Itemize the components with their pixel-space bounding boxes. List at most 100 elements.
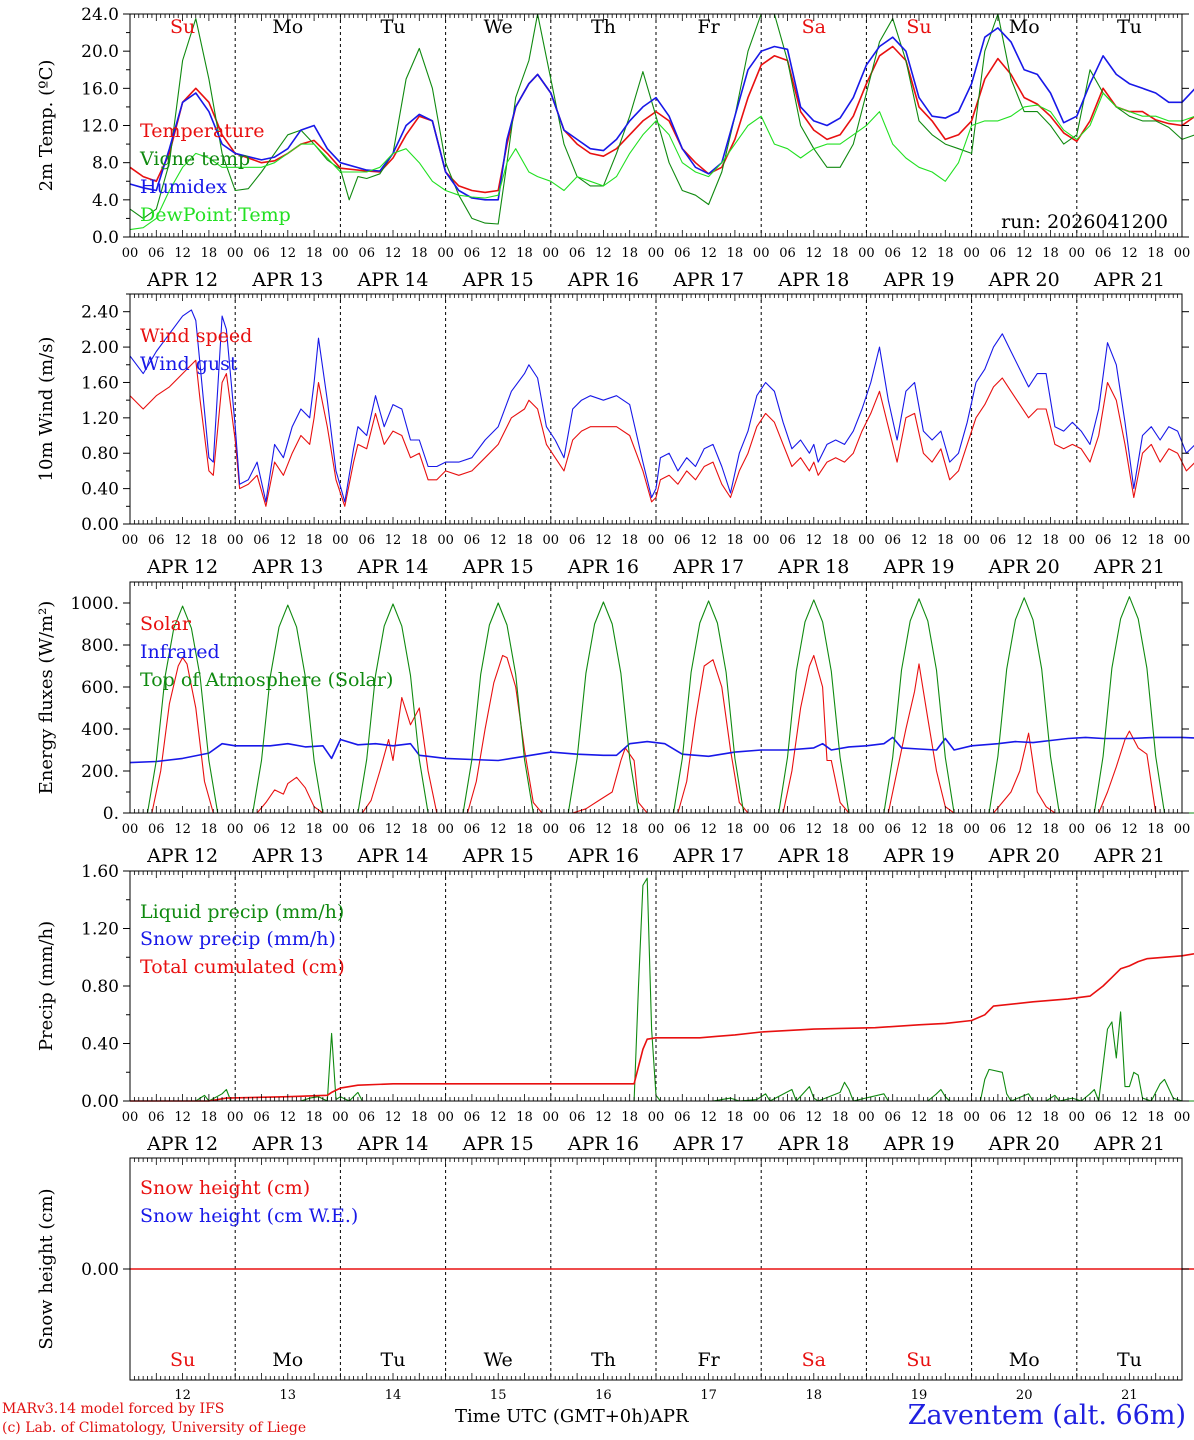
hour-label: 00 [753, 533, 770, 548]
date-label: APR 14 [356, 1133, 428, 1155]
hour-label: 06 [1095, 1110, 1112, 1125]
hour-label: 18 [411, 533, 428, 548]
hour-label: 06 [148, 1110, 165, 1125]
series-line-wind-speed [129, 359, 1194, 507]
hour-label: 06 [1095, 533, 1112, 548]
y-tick-label: 800. [81, 636, 119, 656]
hour-label: 12 [806, 822, 823, 837]
hour-label: 00 [332, 533, 349, 548]
y-tick-label: 2.00 [81, 338, 119, 358]
date-label: APR 18 [777, 845, 849, 867]
hour-label: 18 [306, 246, 323, 261]
y-axis-label: Energy fluxes (W/m²) [36, 601, 57, 795]
date-label: APR 17 [672, 1133, 744, 1155]
hour-label: 12 [490, 1110, 507, 1125]
legend-entry: Humidex [140, 176, 227, 198]
hour-label: 18 [306, 1110, 323, 1125]
hour-label: 06 [464, 1110, 481, 1125]
legend-entry: Top of Atmosphere (Solar) [140, 669, 393, 691]
hour-label: 00 [1174, 822, 1191, 837]
date-label: APR 19 [882, 845, 954, 867]
weekday-label-bottom: Su [170, 1349, 195, 1371]
date-label: APR 18 [777, 556, 849, 578]
hour-label: 18 [516, 533, 533, 548]
day-number-label: 18 [806, 1388, 823, 1403]
hour-label: 12 [1121, 822, 1138, 837]
date-label: APR 17 [672, 556, 744, 578]
series-line-temperature [129, 45, 1194, 194]
series-line-infrared [129, 736, 1194, 764]
hour-label: 12 [595, 822, 612, 837]
weekday-label-bottom: Tu [1117, 1349, 1142, 1371]
hour-label: 18 [201, 1110, 218, 1125]
hour-label: 18 [937, 533, 954, 548]
hour-label: 12 [385, 246, 402, 261]
hour-label: 06 [674, 533, 691, 548]
weekday-label-bottom: Mo [272, 1349, 303, 1371]
hour-label: 06 [148, 822, 165, 837]
date-label: APR 13 [251, 269, 323, 291]
month-label: APR [649, 1406, 689, 1427]
hour-label: 12 [174, 1110, 191, 1125]
weekday-label-bottom: Sa [802, 1349, 826, 1371]
hour-label: 18 [832, 822, 849, 837]
hour-label: 12 [280, 1110, 297, 1125]
hour-label: 06 [358, 533, 375, 548]
hour-label: 12 [700, 533, 717, 548]
hour-label: 12 [911, 533, 928, 548]
hour-label: 06 [1095, 246, 1112, 261]
hour-label: 00 [963, 246, 980, 261]
y-tick-label: 1.60 [81, 373, 119, 393]
weekday-label-top: Tu [381, 16, 406, 38]
hour-label: 06 [253, 1110, 270, 1125]
y-tick-label: 0.0 [92, 228, 119, 248]
hour-label: 00 [543, 533, 560, 548]
hour-label: 12 [1121, 533, 1138, 548]
date-label: APR 15 [462, 1133, 534, 1155]
hour-label: 00 [332, 822, 349, 837]
hour-label: 00 [963, 533, 980, 548]
hour-label: 06 [779, 1110, 796, 1125]
date-label: APR 20 [988, 556, 1060, 578]
date-label: APR 20 [988, 845, 1060, 867]
hour-label: 06 [674, 246, 691, 261]
hour-label: 00 [332, 1110, 349, 1125]
hour-label: 00 [648, 533, 665, 548]
y-tick-label: 20.0 [81, 42, 119, 62]
model-credit: MARv3.14 model forced by IFS [2, 1401, 225, 1417]
weekday-label-top: Th [591, 16, 616, 38]
hour-label: 06 [884, 246, 901, 261]
y-tick-label: 0.00 [81, 515, 119, 535]
legend-entry: Snow height (cm W.E.) [140, 1205, 358, 1227]
date-label: APR 21 [1093, 556, 1165, 578]
hour-label: 12 [1121, 246, 1138, 261]
hour-label: 06 [779, 533, 796, 548]
hour-label: 12 [1016, 822, 1033, 837]
hour-label: 00 [1069, 822, 1086, 837]
date-label: APR 16 [567, 556, 639, 578]
hour-label: 18 [937, 1110, 954, 1125]
date-label: APR 21 [1093, 1133, 1165, 1155]
weekday-label-top: Mo [1009, 16, 1040, 38]
hour-label: 18 [621, 1110, 638, 1125]
series-line-wind-gust [129, 309, 1194, 503]
date-label: APR 12 [146, 1133, 218, 1155]
hour-label: 06 [990, 1110, 1007, 1125]
hour-label: 06 [674, 1110, 691, 1125]
y-tick-label: 1.60 [81, 862, 119, 882]
hour-label: 12 [385, 533, 402, 548]
hour-label: 18 [516, 246, 533, 261]
hour-label: 12 [1121, 1110, 1138, 1125]
hour-label: 18 [937, 822, 954, 837]
hour-label: 06 [148, 246, 165, 261]
hour-label: 12 [700, 246, 717, 261]
hour-label: 12 [490, 822, 507, 837]
day-number-label: 15 [490, 1388, 507, 1403]
hour-label: 00 [1174, 533, 1191, 548]
series-line-total-cumulated-cm [130, 953, 1194, 1102]
date-label: APR 12 [146, 269, 218, 291]
date-label: APR 17 [672, 269, 744, 291]
weekday-label-top: Su [906, 16, 931, 38]
hour-label: 12 [1016, 1110, 1033, 1125]
series-line-humidex [129, 27, 1194, 201]
